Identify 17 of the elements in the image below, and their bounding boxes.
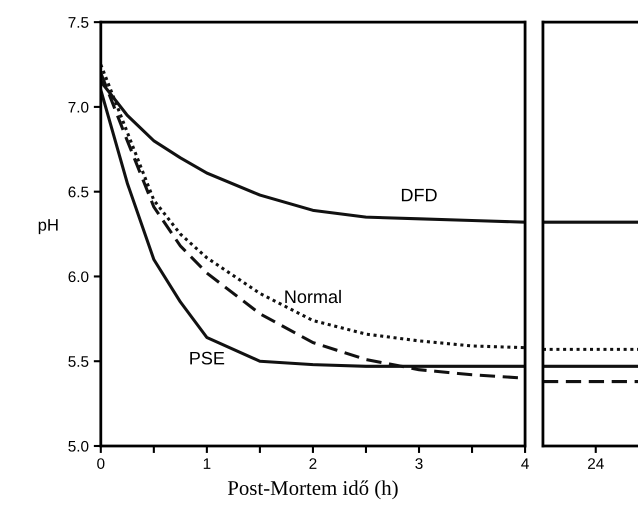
series-label: DFD [402, 188, 437, 202]
x-tick-label: 1 [204, 458, 210, 469]
x-tick-label: 4 [521, 458, 529, 469]
y-tick-label: 7.0 [68, 102, 88, 113]
x-tick-label: 3 [415, 458, 423, 470]
series-label: PSE [190, 352, 224, 365]
y-tick-label: 6.5 [68, 186, 88, 198]
y-tick-label: 5.5 [68, 356, 88, 367]
y-tick-label: 7.5 [68, 17, 88, 28]
x-tick-label: 24 [588, 458, 604, 469]
y-tick-label: 6.0 [68, 271, 88, 282]
y-tick-label: 5.0 [68, 440, 88, 452]
x-tick-label: 0 [97, 458, 104, 470]
series-label: Normal [285, 290, 341, 304]
y-axis-title: pH [38, 219, 58, 234]
x-axis-title: Post-Mortem idő (h) [228, 480, 398, 500]
x-tick-label: 2 [309, 458, 316, 469]
